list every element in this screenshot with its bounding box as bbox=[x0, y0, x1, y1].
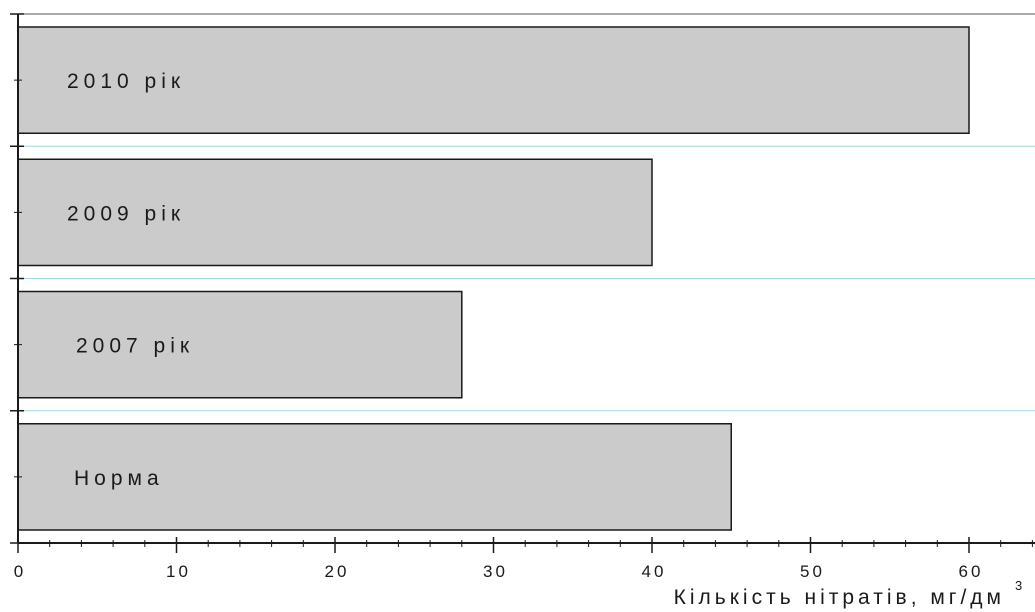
x-tick-label: 20 bbox=[325, 562, 350, 581]
bars: 2010 рік 2009 рік 2007 рік Норма bbox=[17, 26, 970, 531]
x-tick-label: 0 bbox=[14, 562, 26, 581]
x-tick-label: 40 bbox=[642, 562, 667, 581]
bar bbox=[17, 26, 970, 134]
x-tick-label: 50 bbox=[800, 562, 825, 581]
x-tick-label: 60 bbox=[959, 562, 984, 581]
bar-label: 2010 рік bbox=[67, 70, 185, 93]
bar-label: Норма bbox=[74, 467, 164, 490]
x-axis-label-superscript: 3 bbox=[1015, 578, 1026, 593]
x-tick-label: 10 bbox=[166, 562, 191, 581]
bar bbox=[17, 158, 653, 267]
x-tick-label: 30 bbox=[483, 562, 508, 581]
bar bbox=[17, 290, 463, 399]
y-axis-ticks bbox=[10, 13, 24, 544]
bar-label: 2009 рік bbox=[67, 202, 185, 225]
bar-label: 2007 рік bbox=[76, 335, 194, 358]
x-axis-ticks: 0 10 20 30 40 50 60 bbox=[14, 537, 1033, 581]
grid-lines bbox=[18, 13, 1035, 412]
x-axis-label: Кількість нітратів, мг/дм bbox=[674, 586, 1005, 609]
x-axis-label-text: Кількість нітратів, мг/дм bbox=[674, 586, 1005, 609]
bar bbox=[17, 423, 732, 531]
